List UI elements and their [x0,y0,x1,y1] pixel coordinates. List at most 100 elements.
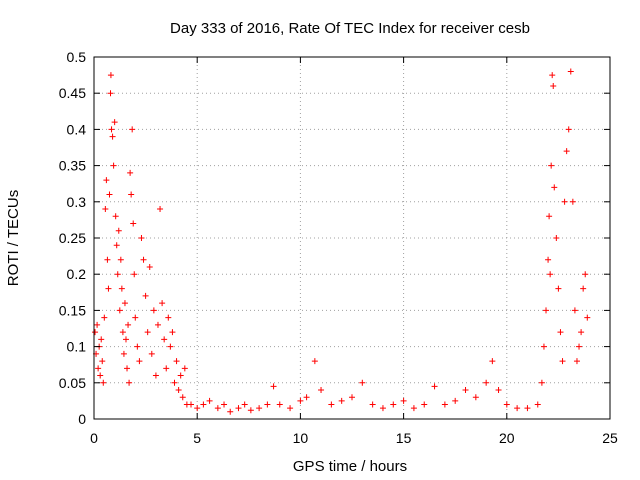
data-point [109,133,116,140]
data-point [119,329,126,336]
data-point [108,126,115,133]
axis-ticks [93,56,611,420]
data-point [146,263,153,270]
data-point [571,307,578,314]
data-point [200,401,207,408]
data-point [547,271,554,278]
data-point [113,242,120,249]
x-axis-title: GPS time / hours [293,458,407,475]
data-point [318,387,325,394]
data-point [555,285,562,292]
data-point [165,314,172,321]
data-point [545,256,552,263]
data-point [120,350,127,357]
data-point [194,405,201,412]
data-point [127,169,134,176]
data-point [303,394,310,401]
data-point [287,405,294,412]
data-point [128,191,135,198]
data-point [112,213,119,220]
data-point [99,358,106,365]
data-point [569,198,576,205]
y-tick-label: 0.35 [59,158,86,174]
y-tick-label: 0 [78,411,86,427]
data-point [150,307,157,314]
data-point [563,148,570,155]
data-point [410,405,417,412]
y-tick-label: 0.4 [67,121,87,137]
y-tick-label: 0.25 [59,230,86,246]
data-point [131,271,138,278]
data-point [110,162,117,169]
data-point [214,405,221,412]
data-point [538,379,545,386]
data-point [163,365,170,372]
data-point [138,235,145,241]
data-point [124,365,131,372]
data-point [565,126,572,133]
data-point [94,321,101,328]
data-point [553,235,560,241]
data-point [400,397,407,404]
y-tick-label: 0.15 [59,302,86,318]
y-tick-label: 0.45 [59,85,86,101]
data-point [159,300,166,307]
data-point [179,394,186,401]
x-tick-label: 0 [90,430,98,446]
data-point [142,292,149,299]
data-point [559,358,566,365]
data-point [431,383,438,390]
data-point [173,358,180,365]
data-point [175,387,182,394]
data-point [227,408,234,415]
data-point [503,401,510,408]
data-point [101,314,108,321]
grid-lines [94,57,610,419]
data-point [276,401,283,408]
data-point [452,397,459,404]
data-point [548,162,555,169]
data-point [514,405,521,412]
x-tick-label: 10 [293,430,309,446]
data-point [495,387,502,394]
data-point [264,401,271,408]
data-point [140,256,147,263]
data-point [122,336,129,343]
data-point [369,401,376,408]
data-point [338,397,345,404]
data-point [390,401,397,408]
data-point [181,365,188,372]
y-tick-label: 0.5 [67,49,87,65]
data-point [550,82,557,89]
data-point [118,285,125,292]
data-point [177,372,184,379]
data-point [270,383,277,390]
data-point [543,307,550,314]
data-point [483,379,490,386]
data-point [98,336,105,343]
data-point [169,329,176,336]
data-point [573,358,580,365]
data-point [328,401,335,408]
data-point [105,285,112,292]
data-point [582,271,589,278]
y-tick-label: 0.05 [59,375,86,391]
data-point [154,321,161,328]
data-point [256,405,263,412]
data-point [103,177,110,184]
data-point [117,256,124,263]
x-tick-label: 20 [499,430,515,446]
data-point [534,401,541,408]
data-point [100,379,107,386]
data-point [359,379,366,386]
data-point [549,72,556,79]
data-point [116,307,123,314]
data-point [95,365,102,372]
data-point [115,227,122,234]
y-tick-labels: 0 0.05 0.1 0.15 0.2 0.25 0.3 0.35 0.4 0.45 0.5 [59,49,86,427]
data-point [107,72,114,79]
data-point [235,405,242,412]
data-point [106,191,113,198]
data-point [125,321,132,328]
data-point [136,358,143,365]
